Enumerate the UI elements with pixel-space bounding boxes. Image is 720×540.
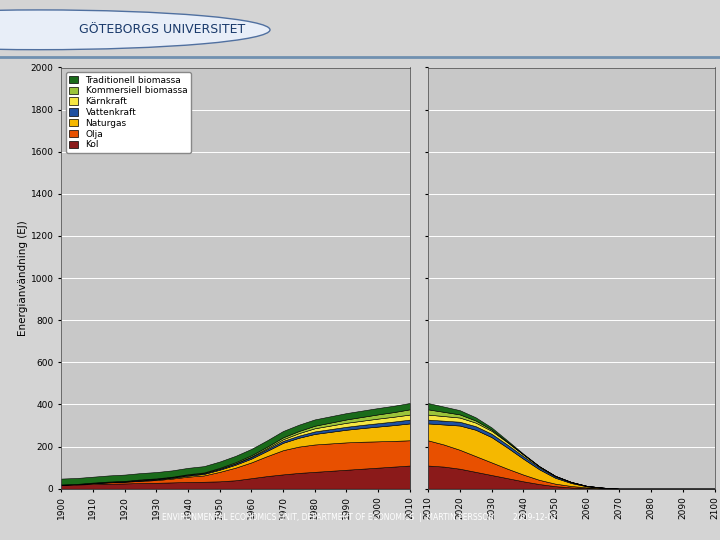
Y-axis label: Energianvändning (EJ): Energianvändning (EJ) [18,220,28,336]
Legend: Traditionell biomassa, Kommersiell biomassa, Kärnkraft, Vattenkraft, Naturgas, O: Traditionell biomassa, Kommersiell bioma… [66,72,191,153]
Circle shape [0,10,270,50]
Text: GÖTEBORGS UNIVERSITET: GÖTEBORGS UNIVERSITET [79,23,246,36]
Text: ENVIRONMENTAL ECONOMICS UNIT, DEPARTMENT OF ECONOMICS  |  MARTIN PERSSON        : ENVIRONMENTAL ECONOMICS UNIT, DEPARTMENT… [163,512,557,522]
